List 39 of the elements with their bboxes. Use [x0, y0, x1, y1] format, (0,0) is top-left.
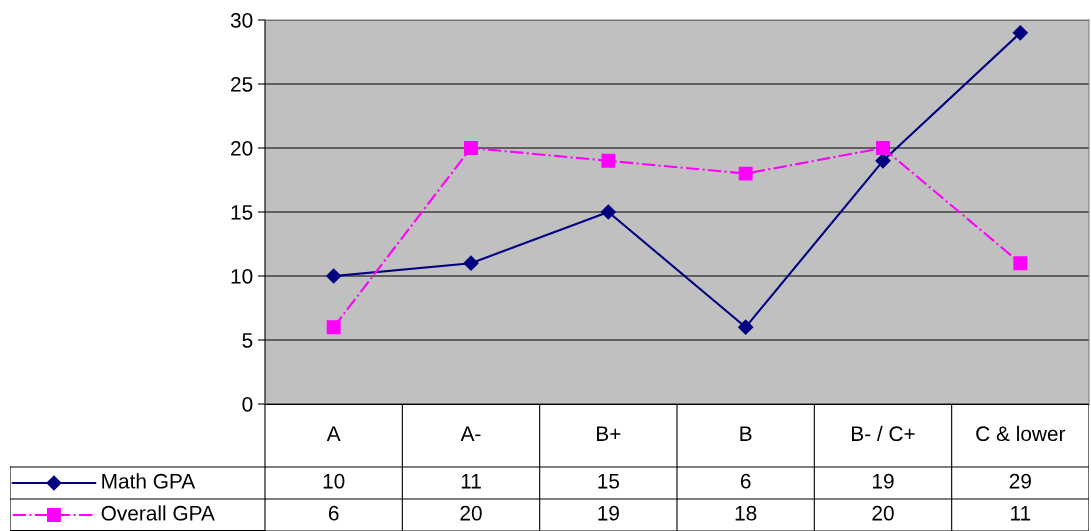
- point: [875, 153, 891, 169]
- x-tick-label: B+: [597, 426, 621, 441]
- x-tick-label: B- / C+: [852, 425, 915, 442]
- data-label: 20: [460, 505, 482, 521]
- data-label: 11: [461, 474, 481, 489]
- point: [326, 268, 342, 284]
- point: [463, 255, 479, 271]
- y-tick-label: 5: [242, 333, 253, 348]
- x-tick-label: B: [740, 426, 752, 441]
- data-label: 6: [740, 473, 751, 489]
- point: [876, 141, 890, 155]
- point: [1013, 256, 1028, 271]
- x-tick-label: A-: [460, 426, 481, 441]
- point: [1012, 25, 1028, 41]
- y-tick-label: 30: [230, 13, 253, 28]
- point: [601, 153, 616, 168]
- data-label: 15: [598, 474, 620, 489]
- point: [600, 204, 616, 220]
- data-label: 6: [328, 505, 339, 521]
- data-label: 11: [1011, 506, 1031, 521]
- point: [326, 320, 341, 335]
- x-tick-label: C & lower: [976, 425, 1066, 442]
- data-label: 18: [735, 505, 757, 521]
- y-tick-label: 10: [231, 269, 253, 284]
- x-tick-label: A: [326, 426, 341, 441]
- point: [738, 166, 753, 181]
- legend-label: Math GPA: [102, 473, 196, 489]
- data-label: 20: [872, 505, 894, 521]
- point: [464, 141, 478, 155]
- data-label: 19: [598, 505, 619, 521]
- y-tick-label: 0: [242, 397, 253, 412]
- data-label: 29: [1009, 473, 1031, 489]
- y-tick-label: 25: [231, 77, 253, 92]
- point: [738, 319, 754, 335]
- y-tick-label: 20: [231, 141, 253, 156]
- data-label: 10: [323, 473, 345, 489]
- data-label: 19: [873, 473, 894, 489]
- y-tick-label: 15: [231, 205, 253, 220]
- legend-label: Overall GPA: [101, 505, 215, 521]
